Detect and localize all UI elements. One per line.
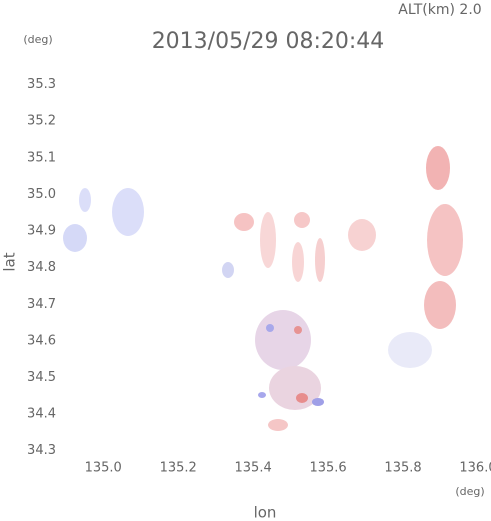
chart-title: 2013/05/29 08:20:44 bbox=[152, 29, 385, 54]
y-axis-label: lat bbox=[1, 252, 19, 271]
x-tick-label: 135.0 bbox=[85, 461, 122, 476]
x-tick-label: 136.0 bbox=[459, 461, 491, 476]
y-tick-label: 35.3 bbox=[27, 77, 56, 92]
x-unit: (deg) bbox=[455, 485, 484, 498]
altitude-label: ALT(km) 2.0 bbox=[398, 2, 481, 18]
x-tick-label: 135.4 bbox=[235, 461, 272, 476]
y-tick-label: 35.2 bbox=[27, 114, 56, 129]
echo-field bbox=[63, 146, 463, 431]
x-tick-label: 135.8 bbox=[384, 461, 421, 476]
y-unit: (deg) bbox=[23, 33, 52, 46]
y-tick-label: 34.8 bbox=[27, 260, 56, 275]
y-tick-label: 34.3 bbox=[27, 443, 56, 458]
y-tick-label: 34.9 bbox=[27, 224, 56, 239]
x-axis-label: lon bbox=[254, 504, 277, 521]
y-tick-label: 34.6 bbox=[27, 333, 56, 348]
y-tick-label: 34.7 bbox=[27, 297, 56, 312]
y-tick-label: 34.4 bbox=[27, 407, 56, 422]
y-tick-label: 35.0 bbox=[27, 187, 56, 202]
y-tick-label: 35.1 bbox=[27, 150, 56, 165]
x-tick-label: 135.2 bbox=[160, 461, 197, 476]
x-tick-label: 135.6 bbox=[309, 461, 346, 476]
y-tick-label: 34.5 bbox=[27, 370, 56, 385]
